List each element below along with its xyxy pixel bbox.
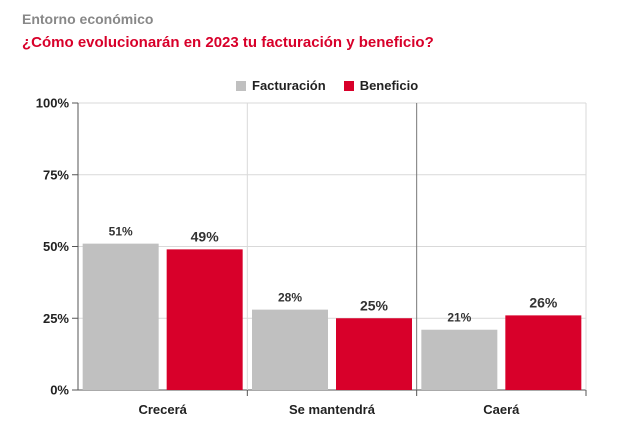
y-tick-label: 50% — [43, 239, 69, 254]
legend-label-beneficio: Beneficio — [359, 78, 419, 93]
data-label: 21% — [447, 311, 471, 325]
legend-swatch-facturacion — [236, 80, 246, 91]
y-tick-label: 100% — [36, 96, 70, 111]
legend-swatch-beneficio — [343, 80, 354, 91]
bar-beneficio — [166, 249, 243, 390]
data-label: 25% — [360, 297, 389, 313]
bar-facturacion — [421, 329, 498, 390]
data-label: 28% — [278, 291, 302, 305]
bar-facturacion — [252, 309, 328, 390]
chart-kicker: Entorno económico — [22, 11, 154, 27]
data-label: 49% — [191, 228, 220, 244]
x-tick-label: Se mantendrá — [289, 402, 376, 417]
x-tick-label: Caerá — [483, 402, 520, 417]
legend-item-facturacion: Facturación — [236, 78, 326, 93]
y-tick-label: 25% — [43, 311, 69, 326]
bar-beneficio — [336, 318, 412, 390]
bar-facturacion — [82, 243, 159, 390]
legend-item-beneficio: Beneficio — [343, 78, 419, 93]
bar-beneficio — [505, 315, 582, 390]
legend: Facturación Beneficio — [236, 78, 418, 93]
y-tick-label: 75% — [43, 167, 69, 182]
x-tick-label: Crecerá — [138, 402, 187, 417]
data-label: 51% — [109, 225, 133, 239]
y-tick-label: 0% — [50, 383, 69, 398]
legend-label-facturacion: Facturación — [252, 78, 326, 93]
chart-title: ¿Cómo evolucionarán en 2023 tu facturaci… — [22, 34, 434, 51]
data-label: 26% — [529, 294, 558, 310]
